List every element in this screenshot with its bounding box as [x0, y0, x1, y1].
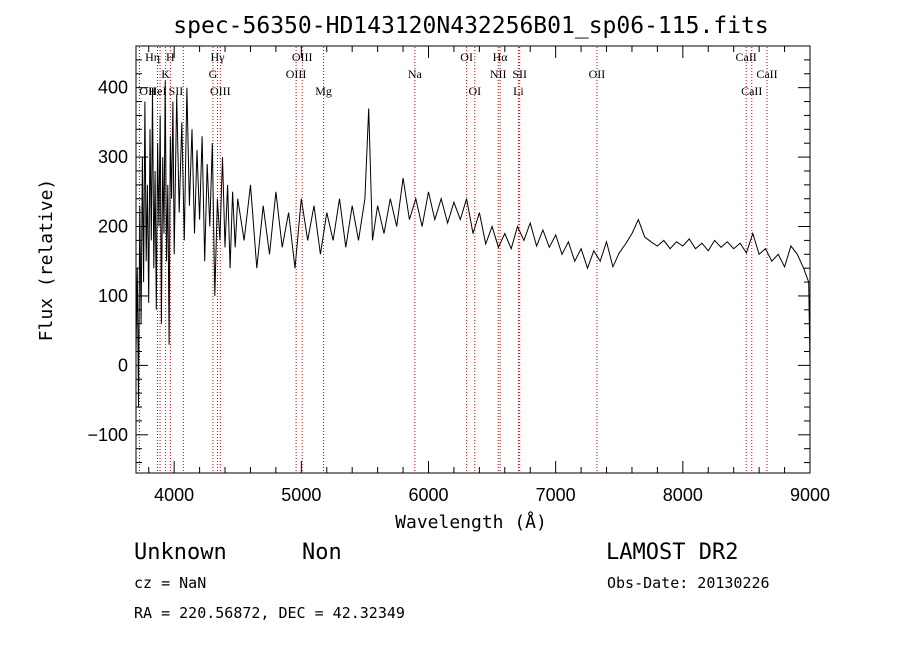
x-tick-label: 5000	[281, 485, 321, 505]
line-marker-label: Mg	[315, 84, 332, 98]
y-tick-label: 400	[98, 78, 128, 98]
line-marker-label: CaII	[756, 67, 777, 81]
plot-frame	[135, 45, 811, 474]
line-marker-label: SII	[169, 84, 184, 98]
y-tick-label: 200	[98, 217, 128, 237]
x-tick-label: 8000	[663, 485, 703, 505]
line-marker-label: Hα	[493, 50, 509, 64]
line-marker-label: Na	[408, 67, 423, 81]
axis-ticks	[136, 45, 811, 473]
y-tick-label: 0	[118, 355, 128, 375]
y-tick-label: 300	[98, 147, 128, 167]
line-marker-label: OIII	[292, 50, 313, 64]
line-marker-label: CaII	[741, 84, 762, 98]
line-marker-label: Hγ	[211, 50, 226, 64]
line-marker-label: OIII	[286, 67, 307, 81]
line-marker-label: OI	[460, 50, 473, 64]
line-marker-label: HeI	[148, 84, 166, 98]
redshift-cz: cz = NaN	[134, 574, 206, 592]
line-marker-label: OII	[589, 67, 606, 81]
line-marker-label: H	[166, 50, 175, 64]
line-marker-label: CaII	[735, 50, 756, 64]
spectral-line-markers	[138, 47, 768, 472]
chart-title: spec-56350-HD143120N432256B01_sp06-115.f…	[173, 13, 768, 39]
flux-series-line	[135, 80, 811, 408]
x-tick-labels: 4000 5000 6000 7000 8000 9000	[154, 485, 830, 505]
x-tick-label: 6000	[408, 485, 448, 505]
ra-dec-coordinates: RA = 220.56872, DEC = 42.32349	[134, 604, 405, 622]
x-tick-label: 4000	[154, 485, 194, 505]
y-tick-label: −100	[87, 425, 128, 445]
line-marker-label: NII	[490, 67, 507, 81]
object-class: Non	[302, 540, 342, 565]
x-axis-label: Wavelength (Å)	[395, 511, 547, 533]
y-axis-label: Flux (relative)	[36, 179, 57, 342]
y-tick-label: 100	[98, 286, 128, 306]
line-marker-label: Li	[513, 84, 524, 98]
line-marker-label: OIII	[210, 84, 231, 98]
line-marker-label: SII	[512, 67, 527, 81]
line-marker-label: K	[161, 67, 170, 81]
observation-date: Obs-Date: 20130226	[607, 574, 770, 592]
line-marker-label: Hη	[145, 50, 160, 64]
x-tick-label: 7000	[536, 485, 576, 505]
object-type: Unknown	[134, 540, 227, 565]
x-tick-label: 9000	[790, 485, 830, 505]
line-marker-label: OI	[468, 84, 481, 98]
survey-name: LAMOST DR2	[606, 540, 738, 565]
line-marker-label: G	[209, 67, 218, 81]
y-tick-labels: −100 0 100 200 300 400	[87, 78, 128, 445]
